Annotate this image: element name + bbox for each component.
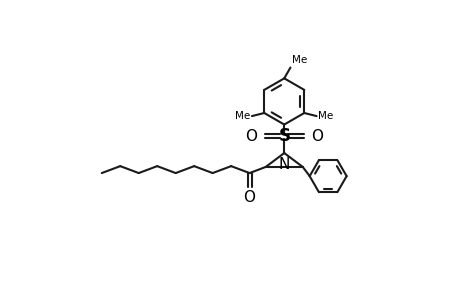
Text: Me: Me [318,111,333,121]
Text: O: O [311,129,323,144]
Text: Me: Me [291,55,307,65]
Text: Me: Me [235,111,250,121]
Text: O: O [245,129,257,144]
Text: O: O [243,190,255,205]
Text: N: N [278,157,289,172]
Text: S: S [278,127,290,145]
